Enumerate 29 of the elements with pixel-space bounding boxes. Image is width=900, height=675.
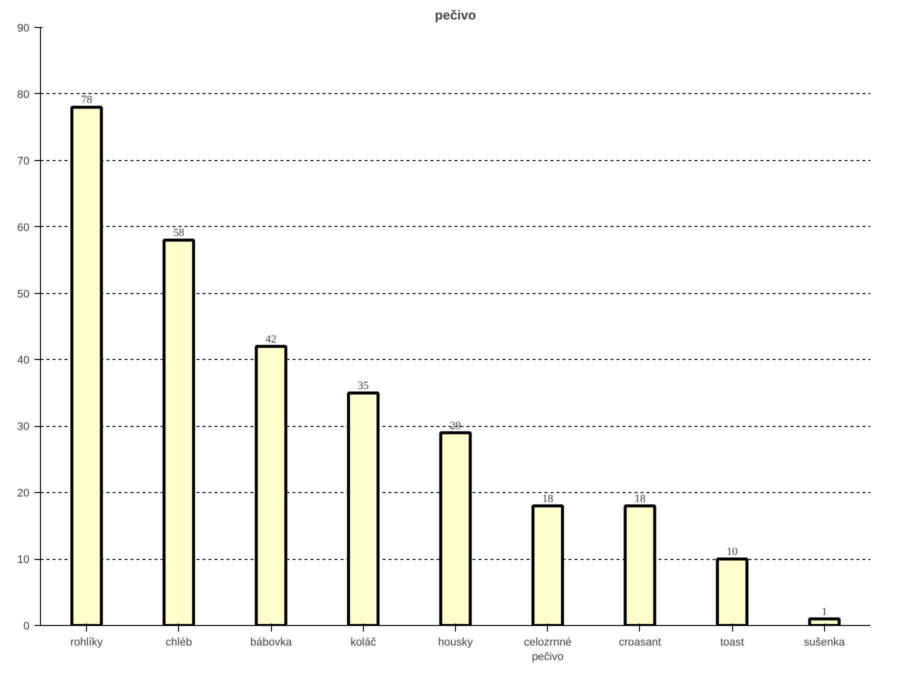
data-label: 18: [634, 492, 646, 505]
data-label: 35: [358, 380, 370, 392]
y-tick-label: 20: [17, 488, 30, 500]
data-label: 58: [173, 227, 185, 240]
y-tick-label: 80: [17, 88, 30, 101]
y-tick-label: 60: [17, 222, 30, 234]
y-tick-label: 70: [17, 155, 30, 168]
x-tick-label: rohlíky: [70, 636, 104, 648]
y-tick-label: 10: [17, 554, 30, 566]
y-tick-label: 40: [17, 354, 30, 367]
y-tick-label: 50: [17, 288, 30, 300]
data-label: 1: [822, 606, 828, 618]
x-tick-label: sušenka: [804, 636, 846, 648]
data-label: 78: [81, 94, 93, 106]
y-tick-label: 90: [17, 22, 30, 34]
y-tick-label: 30: [17, 421, 30, 434]
x-tick-label: toast: [720, 636, 744, 648]
x-tick-label: croasant: [618, 636, 662, 648]
data-label: 18: [542, 492, 554, 505]
y-tick-label: 0: [23, 620, 30, 632]
data-label: 42: [266, 333, 277, 346]
x-tick-label: koláč: [350, 636, 377, 648]
x-tick-label: housky: [438, 636, 474, 648]
x-tick-label: celozrnné pečivo: [524, 636, 572, 663]
data-label: 10: [726, 546, 738, 558]
x-tick-label: chléb: [166, 636, 192, 648]
data-label: 29: [450, 420, 462, 432]
x-tick-label: bábovka: [250, 636, 293, 648]
chart-title: pečivo: [434, 8, 476, 22]
